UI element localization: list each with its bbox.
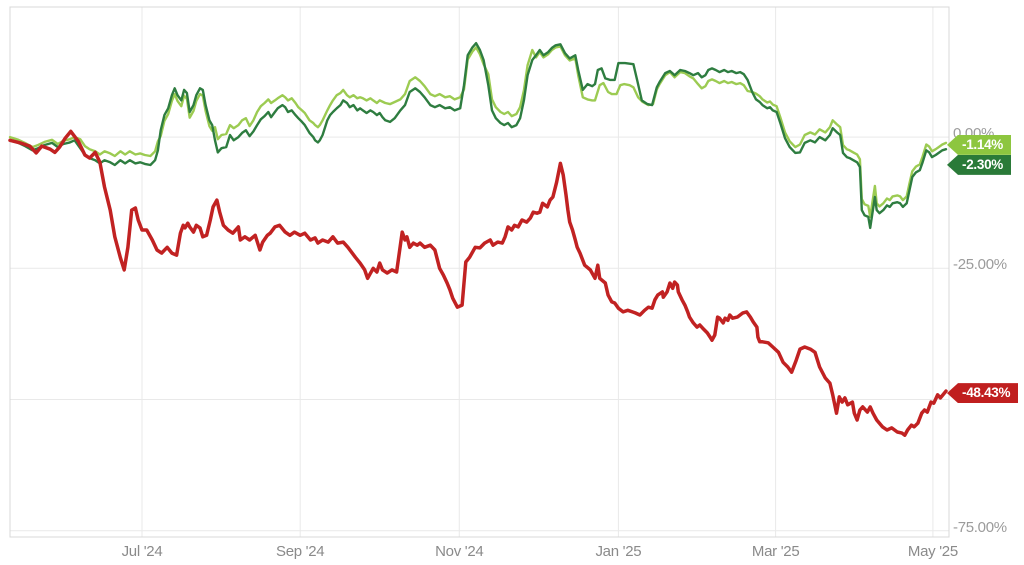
y-axis-label: -75.00% — [953, 518, 1007, 536]
series-line-red — [8, 129, 948, 437]
y-axis-label: -25.00% — [953, 256, 1007, 274]
x-axis-label: Sep '24 — [276, 543, 325, 560]
x-axis-label: Jan '25 — [595, 543, 642, 560]
x-axis-label: Nov '24 — [435, 543, 484, 560]
series-line-light-green — [8, 45, 948, 219]
last-value-badge-red: -48.43% — [947, 383, 1019, 404]
last-value-badge-light-green: -1.14% — [947, 134, 1011, 155]
x-axis-label: May '25 — [907, 543, 958, 560]
plot-border — [9, 6, 950, 538]
x-axis-label: Jul '24 — [121, 543, 163, 560]
last-value-badge-dark-green: -2.30% — [947, 154, 1011, 175]
series-line-dark-green — [8, 42, 948, 230]
x-axis-label: Mar '25 — [751, 543, 800, 560]
